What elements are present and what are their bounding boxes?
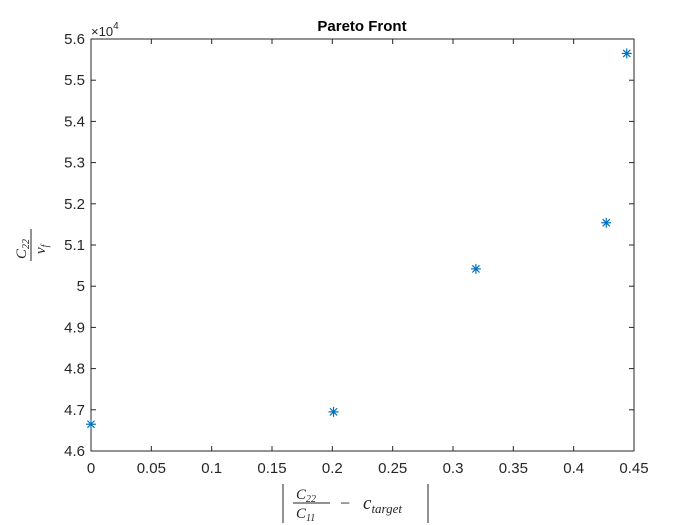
plot-area [90, 38, 635, 452]
y-tick-label: 4.7 [64, 402, 85, 419]
y-tick-label: 5.1 [64, 237, 85, 254]
x-tick-label: 0.3 [443, 460, 464, 477]
x-tick-label: 0.2 [322, 460, 343, 477]
y-tick-label: 5.5 [64, 72, 85, 89]
x-tick-label: 0.25 [378, 460, 407, 477]
x-label-c-target: ctarget [363, 493, 402, 516]
data-markers [86, 48, 632, 430]
y-axis-multiplier: ×104 [91, 21, 119, 39]
x-tick-label: 0.05 [137, 460, 166, 477]
y-tick-label: 5.3 [64, 155, 85, 172]
y-tick-label: 5 [77, 278, 85, 295]
x-axis-label: C22 C11 − ctarget [282, 484, 429, 524]
y-multiplier-exponent: 4 [113, 21, 119, 32]
data-point [328, 406, 339, 417]
x-label-numerator: C22 [296, 487, 316, 505]
y-tick-label: 4.9 [64, 319, 85, 336]
y-axis-ticks: 4.6 4.7 4.8 4.9 5 5.1 5.2 5.3 5.4 5.5 5.6 [64, 31, 634, 460]
y-multiplier-base: ×10 [91, 24, 113, 39]
data-point [601, 217, 612, 228]
x-tick-label: 0 [87, 460, 95, 477]
x-tick-label: 0.15 [257, 460, 286, 477]
data-point [621, 48, 632, 59]
y-axis-label: C22 vf [14, 229, 51, 261]
y-tick-label: 5.6 [64, 31, 85, 48]
x-axis-ticks: 0 0.05 0.1 0.15 0.2 0.25 0.3 0.35 0.4 0.45 [87, 39, 649, 477]
axes-box [90, 38, 635, 452]
chart-title: Pareto Front [317, 18, 406, 35]
y-label-denominator: vf [33, 243, 51, 254]
y-tick-label: 4.6 [64, 443, 85, 460]
y-tick-label: 5.2 [64, 196, 85, 213]
data-point [86, 419, 96, 430]
x-label-denominator: C11 [296, 506, 315, 524]
y-tick-label: 4.8 [64, 361, 85, 378]
x-tick-label: 0.1 [201, 460, 222, 477]
y-label-numerator: C22 [14, 239, 32, 259]
y-tick-label: 5.4 [64, 113, 85, 130]
x-label-minus: − [340, 493, 350, 513]
data-point [470, 263, 481, 274]
x-tick-label: 0.45 [619, 460, 648, 477]
x-tick-label: 0.4 [563, 460, 584, 477]
x-tick-label: 0.35 [499, 460, 528, 477]
